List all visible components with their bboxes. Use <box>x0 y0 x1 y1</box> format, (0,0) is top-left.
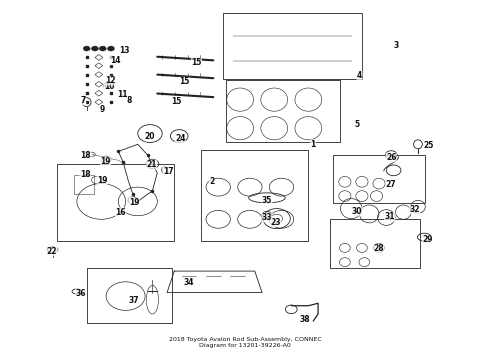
Text: 28: 28 <box>374 244 384 253</box>
Text: 35: 35 <box>262 196 272 205</box>
Text: 4: 4 <box>357 71 362 80</box>
Text: 31: 31 <box>385 212 395 221</box>
Text: 29: 29 <box>422 235 433 244</box>
Bar <box>225 80 340 143</box>
Text: 3: 3 <box>393 41 399 50</box>
Bar <box>330 219 420 267</box>
Circle shape <box>83 46 90 51</box>
Text: 22: 22 <box>47 247 57 256</box>
Text: 30: 30 <box>352 207 362 216</box>
Text: 36: 36 <box>75 289 86 298</box>
Text: 13: 13 <box>119 46 129 55</box>
Circle shape <box>108 46 115 51</box>
Text: 9: 9 <box>99 105 105 114</box>
Bar <box>333 155 425 203</box>
Bar <box>201 150 308 241</box>
Text: 24: 24 <box>175 134 185 143</box>
Text: 15: 15 <box>191 58 201 67</box>
Text: 20: 20 <box>145 132 155 141</box>
Circle shape <box>99 46 106 51</box>
Text: 18: 18 <box>80 151 91 160</box>
Text: 8: 8 <box>127 96 132 105</box>
Text: 6: 6 <box>103 81 109 90</box>
Text: 1: 1 <box>311 140 316 149</box>
Text: 19: 19 <box>100 157 111 166</box>
Text: 15: 15 <box>172 97 182 106</box>
Text: 23: 23 <box>270 218 281 227</box>
Bar <box>74 175 94 194</box>
Text: 26: 26 <box>386 153 396 162</box>
Text: 2: 2 <box>209 176 215 185</box>
Circle shape <box>92 46 98 51</box>
Text: 18: 18 <box>80 170 91 179</box>
Text: 15: 15 <box>179 77 189 86</box>
Text: 25: 25 <box>423 141 434 150</box>
Text: 7: 7 <box>80 96 86 105</box>
Text: 27: 27 <box>386 180 396 189</box>
Text: 5: 5 <box>354 120 360 129</box>
Text: 11: 11 <box>117 90 127 99</box>
Text: 17: 17 <box>163 167 173 176</box>
Text: 19: 19 <box>97 176 107 185</box>
Text: 37: 37 <box>128 296 139 305</box>
Bar <box>87 267 172 323</box>
Text: 14: 14 <box>110 56 121 65</box>
Text: 33: 33 <box>262 213 272 222</box>
Bar <box>57 164 174 241</box>
Text: 32: 32 <box>409 205 420 214</box>
Text: 38: 38 <box>299 315 310 324</box>
Text: 10: 10 <box>104 82 115 91</box>
Bar <box>223 13 362 79</box>
Text: 21: 21 <box>146 160 157 169</box>
Text: 16: 16 <box>116 208 126 217</box>
Text: 19: 19 <box>129 198 139 207</box>
Text: 2018 Toyota Avalon Rod Sub-Assembly, CONNEC
Diagram for 13201-39226-A0: 2018 Toyota Avalon Rod Sub-Assembly, CON… <box>169 337 321 348</box>
Text: 34: 34 <box>184 278 194 287</box>
Text: 12: 12 <box>105 76 116 85</box>
